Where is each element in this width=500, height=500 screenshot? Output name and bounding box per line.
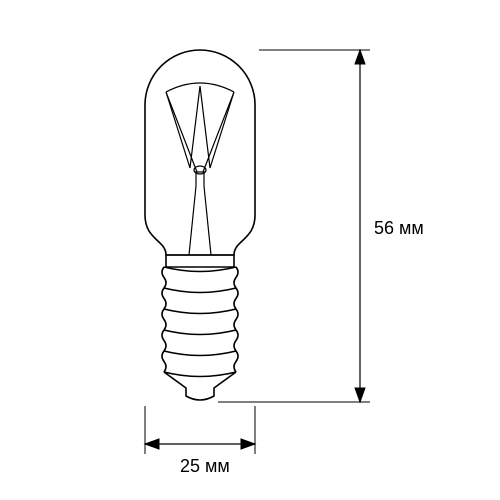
bulb-drawing xyxy=(0,0,500,500)
diagram-canvas: 25 мм 56 мм xyxy=(0,0,500,500)
width-dimension-label: 25 мм xyxy=(180,456,230,477)
height-dimension-label: 56 мм xyxy=(374,218,424,239)
